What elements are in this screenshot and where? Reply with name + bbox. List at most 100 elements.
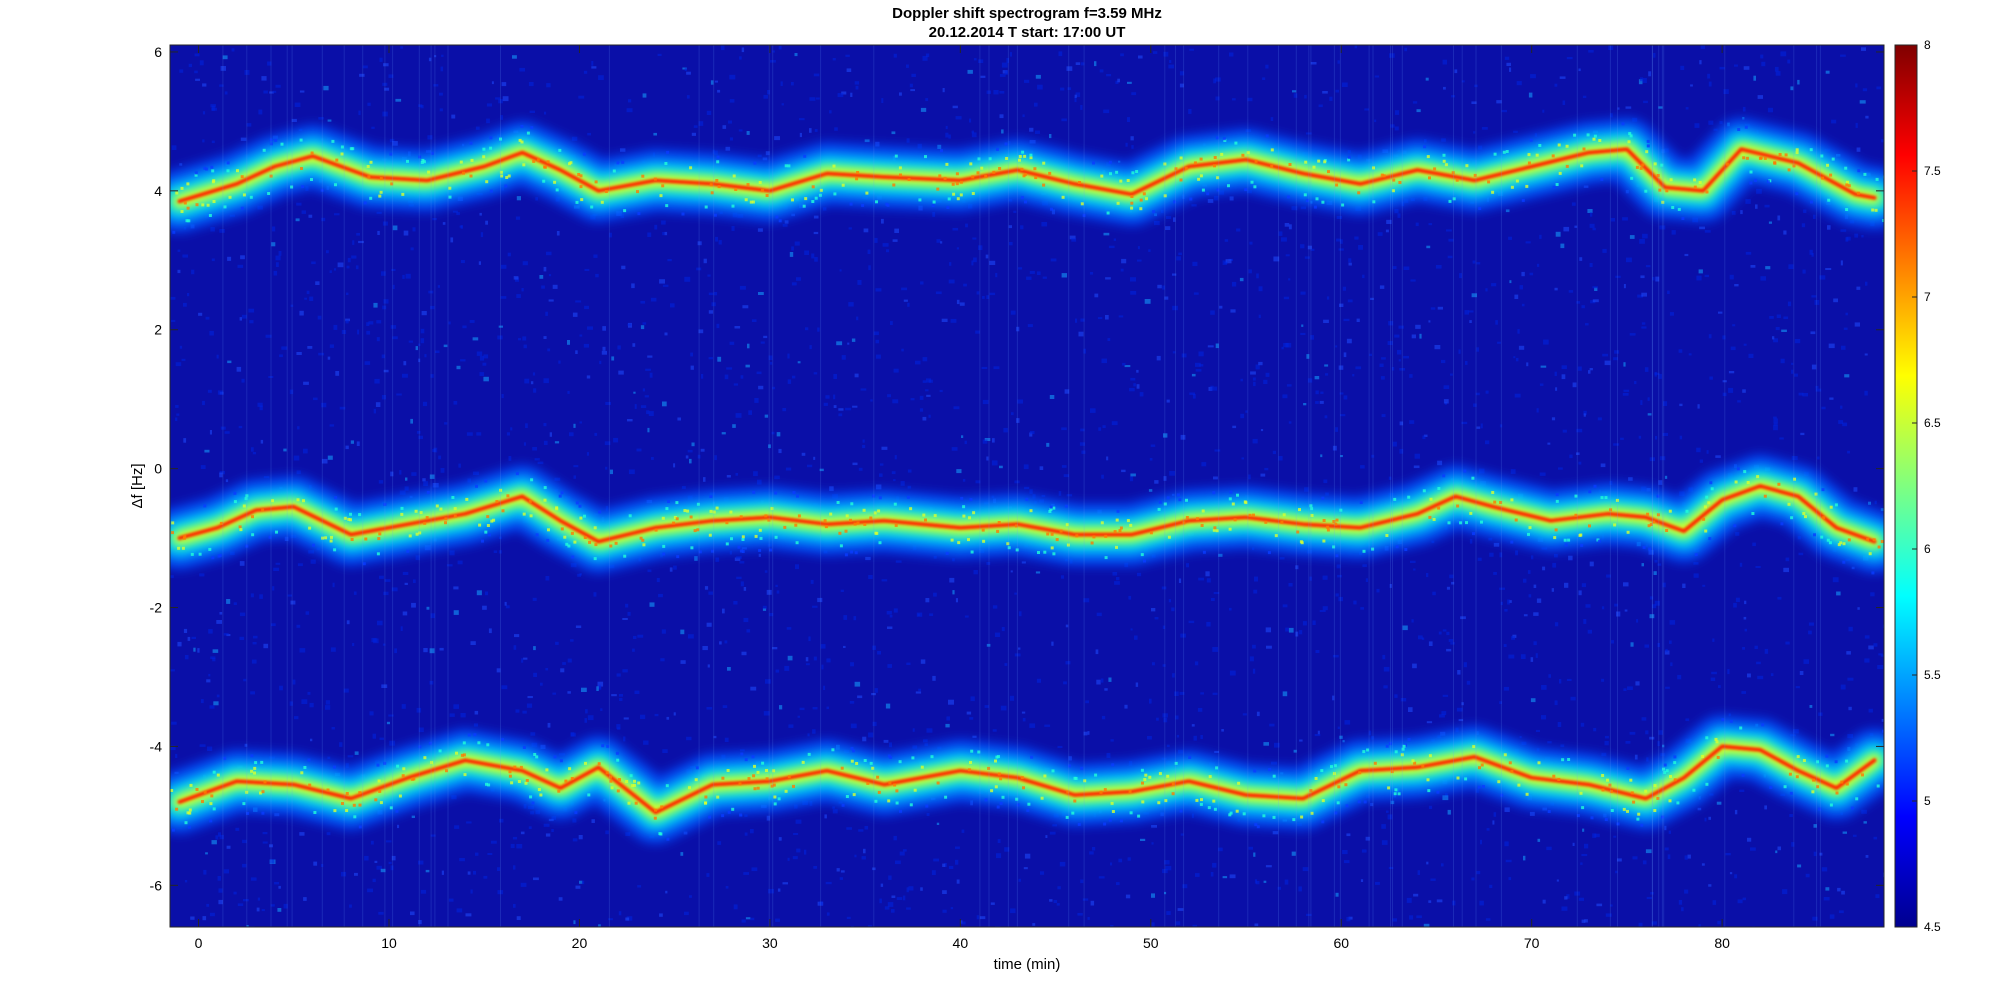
noise-speckle — [741, 919, 746, 923]
noise-speckle — [1386, 219, 1392, 224]
noise-speckle — [1066, 494, 1073, 497]
noise-speckle — [423, 481, 428, 487]
noise-speckle — [1083, 598, 1090, 603]
trace-speckle — [1555, 493, 1559, 497]
noise-speckle — [978, 245, 983, 250]
trace-speckle — [430, 151, 434, 155]
noise-speckle — [1166, 216, 1172, 219]
trace-speckle — [187, 825, 191, 829]
noise-speckle — [219, 229, 225, 233]
noise-speckle — [628, 469, 635, 475]
noise-speckle — [1791, 369, 1794, 374]
noise-speckle — [1722, 392, 1727, 397]
noise-speckle — [1732, 324, 1736, 327]
noise-speckle — [584, 718, 587, 723]
noise-speckle — [1229, 196, 1234, 201]
trace-speckle — [609, 775, 612, 779]
noise-speckle — [1647, 413, 1652, 416]
noise-speckle — [634, 404, 637, 409]
noise-speckle — [366, 322, 370, 326]
noise-speckle — [1808, 630, 1812, 635]
noise-speckle — [822, 207, 827, 211]
noise-speckle — [1312, 620, 1316, 625]
noise-speckle — [1428, 641, 1433, 646]
noise-speckle — [1381, 357, 1386, 360]
trace-speckle — [709, 495, 713, 498]
noise-speckle — [1434, 345, 1441, 350]
noise-speckle — [858, 467, 863, 471]
trace-speckle — [1262, 814, 1266, 818]
noise-speckle — [651, 457, 654, 460]
noise-speckle — [1189, 48, 1194, 51]
noise-speckle — [952, 227, 959, 231]
trace-speckle — [1228, 527, 1232, 531]
noise-speckle — [1148, 489, 1153, 492]
noise-speckle — [1552, 562, 1557, 568]
trace-speckle — [369, 160, 373, 164]
trace-speckle — [802, 204, 806, 208]
trace-speckle — [1213, 164, 1216, 168]
noise-speckle — [992, 729, 997, 732]
noise-speckle — [627, 419, 633, 422]
trace-speckle — [1426, 155, 1430, 159]
noise-speckle — [1592, 227, 1596, 231]
noise-speckle — [1635, 681, 1640, 686]
noise-speckle — [1399, 448, 1404, 454]
noise-speckle — [1210, 598, 1215, 601]
noise-speckle — [879, 463, 884, 466]
noise-speckle — [1082, 898, 1089, 901]
noise-speckle — [1649, 457, 1655, 462]
noise-speckle — [1011, 412, 1014, 416]
noise-speckle — [575, 625, 582, 628]
trace-speckle — [510, 781, 514, 785]
noise-speckle — [1832, 577, 1839, 583]
noise-speckle — [792, 856, 798, 860]
trace-speckle — [968, 516, 971, 520]
noise-speckle — [845, 54, 850, 57]
noise-speckle — [1605, 913, 1612, 917]
noise-speckle — [1654, 600, 1660, 606]
trace-speckle — [519, 765, 523, 769]
noise-speckle — [809, 345, 812, 350]
trace-speckle — [1844, 166, 1848, 170]
noise-speckle — [1733, 602, 1737, 608]
noise-speckle — [1131, 145, 1134, 149]
noise-speckle — [473, 870, 476, 875]
noise-speckle — [1403, 355, 1409, 359]
noise-speckle — [1180, 434, 1186, 440]
noise-speckle — [975, 480, 981, 484]
noise-speckle — [183, 628, 188, 633]
trace-speckle — [379, 190, 383, 194]
trace-speckle — [1024, 200, 1027, 204]
noise-speckle — [1554, 622, 1559, 627]
trace-speckle — [936, 187, 940, 191]
noise-speckle — [1542, 566, 1546, 571]
noise-speckle — [1499, 552, 1503, 558]
noise-speckle — [1667, 290, 1670, 294]
noise-speckle — [868, 265, 871, 271]
noise-speckle — [1847, 734, 1853, 739]
trace-speckle — [1608, 783, 1612, 787]
trace-speckle — [1401, 747, 1405, 751]
trace-speckle — [741, 538, 745, 541]
noise-speckle — [1773, 416, 1777, 419]
trace-speckle — [1557, 143, 1561, 147]
trace-speckle — [1046, 532, 1050, 536]
trace-speckle — [633, 783, 636, 787]
trace-speckle — [376, 763, 380, 767]
noise-speckle — [1022, 114, 1025, 118]
trace-speckle — [690, 546, 694, 550]
noise-speckle — [690, 365, 694, 370]
trace-speckle — [1130, 206, 1134, 210]
trace-speckle — [383, 761, 387, 765]
noise-speckle — [811, 253, 815, 259]
noise-speckle — [726, 475, 731, 478]
noise-speckle — [1099, 69, 1104, 73]
noise-speckle — [1681, 907, 1684, 912]
noise-speckle — [1210, 385, 1214, 391]
trace-speckle — [1763, 156, 1767, 160]
noise-speckle — [303, 381, 309, 385]
noise-speckle — [1172, 673, 1175, 678]
noise-speckle — [346, 265, 350, 269]
trace-speckle — [268, 535, 272, 539]
